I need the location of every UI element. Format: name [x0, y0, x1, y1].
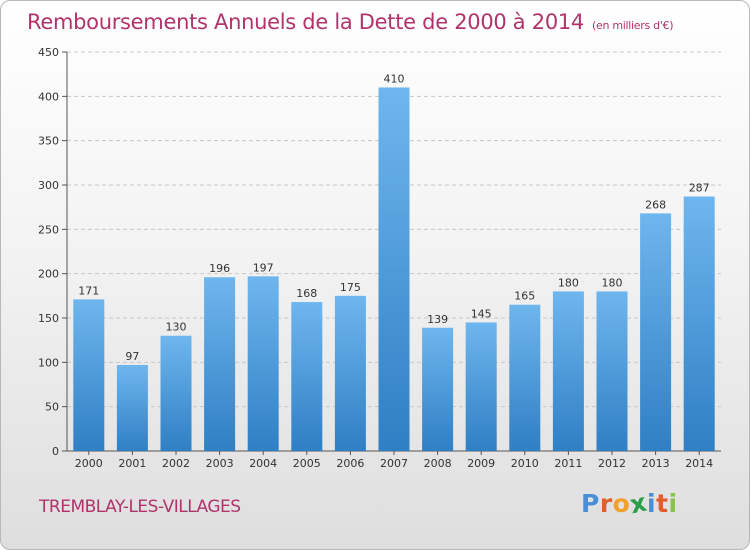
axes: 0 50 100 150 200 250 300 350 400 450 [38, 46, 721, 458]
city-name: TREMBLAY-LES-VILLAGES [39, 497, 241, 517]
x-tick-label-2009: 2009 [467, 457, 495, 470]
y-tick-label: 100 [38, 356, 59, 369]
y-tick-label: 300 [38, 179, 59, 192]
data-label-2011: 180 [558, 276, 579, 289]
data-label-2002: 130 [166, 321, 187, 334]
proxiti-logo[interactable]: Proxiti [581, 488, 678, 521]
bar-2004 [247, 276, 279, 451]
data-label-2014: 287 [689, 182, 710, 195]
data-label-2007: 410 [384, 72, 405, 85]
y-tick-label: 0 [52, 445, 59, 458]
x-tick-label-2006: 2006 [336, 457, 364, 470]
x-tick-label-2007: 2007 [380, 457, 408, 470]
y-tick-label: 200 [38, 268, 59, 281]
logo-letter: r [599, 489, 613, 518]
x-tick-label-2003: 2003 [206, 457, 234, 470]
data-label-2008: 139 [427, 313, 448, 326]
bar-2011 [552, 291, 584, 451]
x-tick-label-2005: 2005 [293, 457, 321, 470]
data-label-2005: 168 [296, 287, 317, 300]
data-label-2013: 268 [645, 198, 666, 211]
logo-letter: i [647, 489, 657, 518]
bar-2008 [422, 327, 454, 451]
data-label-2009: 145 [471, 307, 492, 320]
bar-2009 [465, 322, 497, 451]
x-tick-label-2013: 2013 [642, 457, 670, 470]
data-label-2000: 171 [78, 284, 99, 297]
y-tick-label: 400 [38, 90, 59, 103]
bar-2013 [640, 213, 672, 451]
bar-2003 [204, 277, 236, 451]
bar-2014 [683, 196, 715, 451]
chart-unit: (en milliers d'€) [592, 19, 674, 32]
logo-letter: o [612, 489, 631, 518]
bar-2006 [334, 295, 366, 451]
logo-letter: i [668, 489, 678, 518]
x-tick-label-2014: 2014 [685, 457, 713, 470]
x-tick-label-2001: 2001 [118, 457, 146, 470]
data-label-2006: 175 [340, 281, 361, 294]
data-label-2010: 165 [514, 290, 535, 303]
bar-2007 [378, 87, 410, 451]
bar-2012 [596, 291, 628, 451]
y-tick-label: 250 [38, 223, 59, 236]
chart-title-text: Remboursements Annuels de la Dette de 20… [27, 10, 584, 34]
bar-2002 [160, 335, 192, 451]
y-tick-label: 450 [38, 46, 59, 59]
data-label-2012: 180 [602, 276, 623, 289]
data-label-2001: 97 [125, 350, 139, 363]
x-tick-label-2008: 2008 [424, 457, 452, 470]
y-tick-label: 50 [45, 401, 59, 414]
x-tick-label-2004: 2004 [249, 457, 277, 470]
bar-2010 [509, 304, 541, 451]
logo-letter: P [581, 489, 600, 518]
bar-2000 [73, 299, 105, 451]
data-label-2004: 197 [253, 261, 274, 274]
x-tick-label-2000: 2000 [75, 457, 103, 470]
bar-2005 [291, 302, 323, 451]
y-tick-label: 150 [38, 312, 59, 325]
x-tick-label-2011: 2011 [554, 457, 582, 470]
x-tick-label-2012: 2012 [598, 457, 626, 470]
bar-2001 [116, 364, 148, 451]
labels: 171 2000 97 2001 130 2002 196 2003 197 2004 168 200… [75, 72, 713, 470]
logo-letter: t [656, 489, 669, 518]
chart-title: Remboursements Annuels de la Dette de 20… [27, 10, 673, 34]
bars [73, 87, 715, 451]
y-tick-label: 350 [38, 135, 59, 148]
x-tick-label-2010: 2010 [511, 457, 539, 470]
x-tick-label-2002: 2002 [162, 457, 190, 470]
data-label-2003: 196 [209, 262, 230, 275]
